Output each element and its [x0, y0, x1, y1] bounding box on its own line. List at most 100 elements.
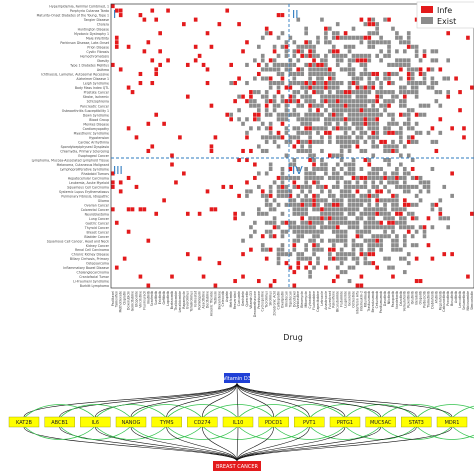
- gene-label: MUC5AC: [370, 420, 392, 426]
- cell-existing: [312, 49, 316, 54]
- cell-existing: [363, 108, 368, 113]
- cell-existing: [351, 256, 356, 261]
- cell-inferred: [245, 135, 249, 140]
- cell-existing: [316, 175, 320, 180]
- cell-existing: [339, 229, 344, 234]
- cell-existing: [391, 207, 395, 212]
- cell-inferred: [193, 58, 198, 63]
- edge-gene-target: [130, 426, 238, 462]
- cell-existing: [300, 67, 305, 72]
- cell-inferred: [375, 198, 379, 203]
- cell-existing: [316, 53, 320, 58]
- cell-existing: [300, 49, 305, 54]
- disease-label: Prostate Cancer: [84, 91, 110, 95]
- disease-label: Li-Fraumeni Syndrome: [73, 280, 109, 284]
- cell-existing: [343, 243, 348, 248]
- cell-existing: [351, 158, 356, 163]
- cell-existing: [406, 40, 411, 45]
- cell-inferred: [280, 76, 285, 81]
- cell-existing: [359, 211, 364, 216]
- cell-existing: [351, 90, 356, 95]
- cell-existing: [260, 135, 265, 140]
- cell-existing: [339, 216, 344, 221]
- cell-existing: [395, 31, 399, 36]
- cell-inferred: [351, 81, 356, 86]
- cell-existing: [296, 211, 301, 216]
- cell-existing: [363, 67, 368, 72]
- cell-inferred: [312, 162, 316, 167]
- cell-existing: [260, 76, 265, 81]
- cell-existing: [292, 225, 297, 230]
- cell-inferred: [158, 49, 162, 54]
- cell-existing: [399, 216, 403, 221]
- cell-existing: [328, 85, 332, 90]
- cell-existing: [304, 220, 308, 225]
- cell-existing: [339, 252, 344, 257]
- edge-gene-gene: [237, 425, 310, 440]
- cell-existing: [379, 207, 383, 212]
- cell-existing: [387, 76, 391, 81]
- cell-existing: [280, 247, 285, 252]
- cell-existing: [406, 135, 411, 140]
- cell-existing: [391, 243, 395, 248]
- drug-label: Ruxolitinib: [407, 291, 411, 308]
- cell-existing: [387, 211, 391, 216]
- cell-existing: [355, 139, 360, 144]
- cell-existing: [339, 261, 344, 266]
- edge-gene-gene: [166, 425, 239, 440]
- cell-existing: [331, 198, 336, 203]
- drug-label: Palbociclib: [422, 291, 426, 308]
- cell-existing: [387, 53, 391, 58]
- cell-existing: [288, 252, 293, 257]
- edge-gene-gene: [130, 425, 203, 440]
- cell-inferred: [138, 71, 143, 77]
- cell-existing: [304, 90, 308, 95]
- drug-label: Bevacizumab: [371, 291, 375, 312]
- gene-node: [258, 416, 289, 428]
- cell-inferred: [450, 126, 454, 131]
- cell-existing: [316, 76, 320, 81]
- cell-existing: [422, 229, 427, 234]
- cell-existing: [371, 121, 376, 126]
- cell-inferred: [324, 26, 328, 31]
- cell-existing: [264, 90, 269, 95]
- cell-inferred: [402, 198, 407, 203]
- cell-existing: [245, 62, 249, 67]
- cell-existing: [399, 62, 403, 67]
- cell-inferred: [426, 216, 431, 221]
- cell-existing: [284, 126, 289, 131]
- cell-inferred: [185, 252, 190, 257]
- cell-existing: [328, 26, 332, 31]
- disease-label: Pancreatic Cancer: [80, 104, 109, 108]
- cell-existing: [288, 71, 293, 77]
- cell-inferred: [150, 81, 155, 86]
- cell-existing: [324, 166, 328, 171]
- cell-existing: [320, 148, 324, 154]
- cell-existing: [395, 193, 399, 198]
- drug-label: Cytarabine: [308, 291, 312, 309]
- cell-existing: [410, 158, 415, 163]
- edge-hub-gene: [166, 382, 238, 418]
- cell-existing: [280, 234, 285, 239]
- cell-inferred: [387, 220, 391, 225]
- cell-existing: [355, 112, 360, 117]
- cell-inferred: [260, 234, 265, 239]
- cell-existing: [355, 180, 360, 185]
- cell-existing: [300, 256, 305, 261]
- cell-existing: [292, 90, 297, 95]
- cell-existing: [296, 252, 301, 257]
- disease-label: Cholera: [97, 23, 109, 27]
- cell-existing: [359, 148, 364, 154]
- cell-inferred: [363, 58, 368, 63]
- cell-existing: [430, 202, 435, 207]
- drug-label: Erlotinib: [158, 291, 162, 304]
- edge-gene-gene: [23, 404, 96, 419]
- cell-existing: [379, 81, 383, 86]
- cell-inferred: [296, 99, 301, 104]
- cell-existing: [328, 193, 332, 198]
- disease-label: Squamous Cell Cancer, Head and Neck: [47, 239, 109, 243]
- cell-inferred: [331, 247, 336, 252]
- cell-existing: [304, 180, 308, 185]
- legend-swatch-infer: [421, 6, 433, 13]
- cell-existing: [272, 58, 277, 63]
